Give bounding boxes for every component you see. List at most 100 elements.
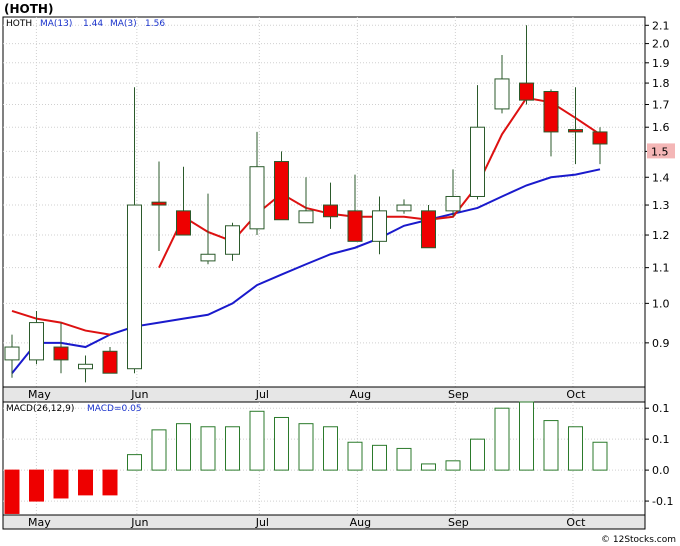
- macd-bar: [470, 438, 485, 471]
- candle-body-up: [4, 346, 20, 361]
- candle: [519, 25, 534, 105]
- candle: [568, 87, 583, 165]
- macd-bar: [592, 441, 608, 471]
- legend-ma3-value: 1.56: [145, 19, 165, 29]
- candle: [127, 87, 142, 374]
- macd-bar: [347, 441, 363, 471]
- macd-bar: [323, 426, 338, 471]
- candle: [592, 127, 608, 165]
- candle: [4, 334, 20, 378]
- macd-tick-label: 0.1: [652, 433, 670, 446]
- candle-body-up: [29, 322, 44, 361]
- price-tick-label: 1.1: [652, 262, 670, 275]
- candle-body-up: [78, 363, 93, 370]
- price-tick-label: 0.9: [652, 337, 670, 350]
- macd-bars: [4, 401, 608, 514]
- candle-body-down: [151, 201, 167, 206]
- macd-x-axis-band: [2, 514, 646, 530]
- legend-ticker: HOTH: [6, 19, 32, 29]
- candle-body-down: [274, 161, 289, 221]
- macd-bar: [445, 460, 461, 471]
- candle-body-up: [494, 78, 510, 110]
- candle-body-up: [249, 166, 265, 230]
- price-tick-label: 2.1: [652, 19, 670, 32]
- macd-bar: [249, 410, 265, 471]
- macd-bar: [274, 416, 289, 471]
- macd-bar: [200, 426, 216, 471]
- candle: [470, 85, 485, 200]
- price-tick-label: 1.4: [652, 171, 670, 184]
- macd-bar: [372, 444, 387, 471]
- current-price-marker: 1.5: [647, 143, 675, 159]
- candle-body-up: [298, 210, 314, 224]
- price-month-label: Aug: [350, 388, 371, 401]
- current-price-box: [647, 143, 675, 159]
- macd-month-label: Jul: [255, 516, 269, 529]
- macd-bar: [176, 423, 191, 471]
- candle-body-up: [470, 126, 485, 197]
- price-month-label: Oct: [566, 388, 586, 401]
- candle: [249, 131, 265, 236]
- candle: [396, 199, 412, 214]
- candle: [347, 174, 363, 242]
- price-tick-label: 1.9: [652, 57, 670, 70]
- legend-ma13-label: MA(13): [40, 19, 72, 29]
- candle-body-up: [200, 253, 216, 262]
- candle-body-up: [445, 195, 461, 212]
- macd-bar: [225, 426, 240, 471]
- macd-x-axis: May Jun Jul Aug Sep Oct: [28, 516, 586, 529]
- macd-tick-label: 0.1: [652, 402, 670, 415]
- price-grid: [3, 17, 645, 387]
- macd-bar: [298, 423, 314, 471]
- candle-body-down: [543, 90, 559, 133]
- price-tick-label: 1.6: [652, 121, 670, 134]
- candle-body-down: [102, 350, 118, 374]
- price-tick-label: 1.0: [652, 297, 670, 310]
- chart-title: (HOTH): [4, 2, 53, 16]
- price-tick-label: 2.0: [652, 38, 670, 51]
- candle: [323, 182, 338, 229]
- candle-body-up: [372, 210, 387, 242]
- current-price-label: 1.5: [651, 145, 669, 158]
- price-month-label: Sep: [448, 388, 469, 401]
- macd-bar: [29, 469, 44, 502]
- macd-month-label: May: [28, 516, 51, 529]
- macd-bar: [127, 454, 142, 471]
- price-y-axis: 2.1 2.0 1.9 1.8 1.7 1.6 1.5 1.4 1.3 1.2 1.1 1.0 0.9: [645, 19, 670, 350]
- candle-body-down: [53, 346, 69, 361]
- candle: [298, 177, 314, 224]
- candle: [151, 161, 167, 251]
- macd-bar: [53, 469, 69, 499]
- macd-tick-label: 0.0: [652, 464, 670, 477]
- candle: [78, 355, 93, 383]
- candle-body-down: [568, 129, 583, 133]
- price-month-label: Jul: [255, 388, 269, 401]
- price-tick-label: 1.2: [652, 229, 670, 242]
- candle-body-down: [421, 210, 436, 249]
- candle: [543, 89, 559, 157]
- macd-month-label: Jun: [130, 516, 148, 529]
- candle: [176, 166, 191, 236]
- macd-bar: [519, 401, 534, 471]
- macd-bar: [421, 463, 436, 471]
- macd-bar: [102, 469, 118, 496]
- candle-body-up: [225, 225, 240, 255]
- candles: [4, 25, 608, 383]
- price-month-label: Jun: [130, 388, 148, 401]
- macd-y-axis: 0.1 0.1 0.0 -0.1: [645, 402, 673, 508]
- candle: [102, 347, 118, 374]
- macd-bar: [396, 447, 412, 471]
- candle-body-down: [176, 210, 191, 236]
- candle: [53, 322, 69, 374]
- candle-body-up: [396, 204, 412, 212]
- macd-month-label: Sep: [448, 516, 469, 529]
- price-month-label: May: [28, 388, 51, 401]
- candle: [274, 151, 289, 221]
- macd-bar: [78, 469, 93, 496]
- candle-body-down: [519, 82, 534, 101]
- candle: [29, 310, 44, 365]
- price-tick-label: 1.3: [652, 199, 670, 212]
- candle: [445, 169, 461, 217]
- macd-legend-value: MACD=0.05: [87, 404, 142, 414]
